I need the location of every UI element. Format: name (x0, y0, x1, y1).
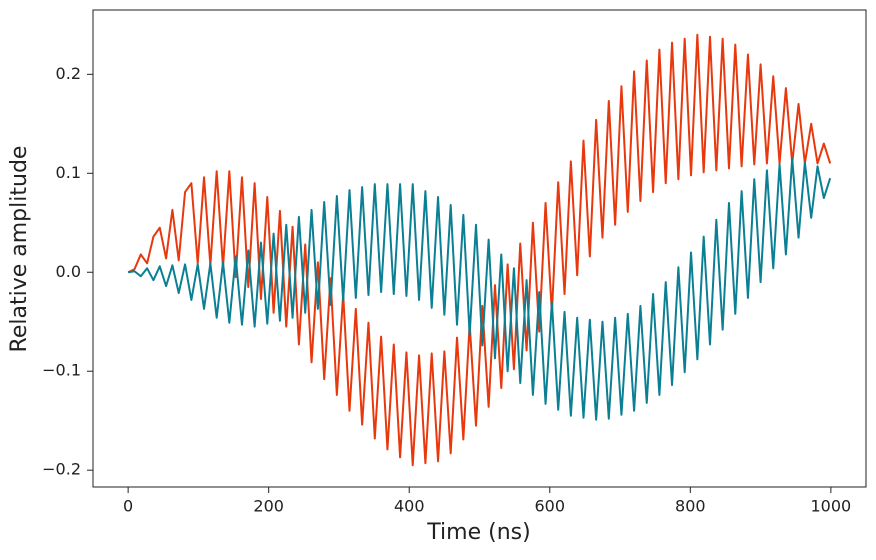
x-tick-label: 600 (534, 497, 565, 516)
x-tick-label: 200 (253, 497, 284, 516)
x-tick-label: 1000 (811, 497, 852, 516)
series-line (127, 33, 832, 467)
x-tick-label: 800 (675, 497, 706, 516)
y-tick-label: 0.0 (56, 262, 81, 281)
y-tick-label: 0.1 (56, 163, 81, 182)
plot-frame (92, 9, 867, 488)
x-tick-label: 0 (123, 497, 133, 516)
y-tick-label: −0.2 (42, 460, 81, 479)
y-axis-label: Relative amplitude (7, 146, 32, 353)
x-axis-label: Time (ns) (426, 520, 530, 545)
y-tick-label: 0.2 (56, 64, 81, 83)
x-tick-label: 400 (394, 497, 425, 516)
series-line (127, 157, 832, 421)
y-tick-label: −0.1 (42, 361, 81, 380)
